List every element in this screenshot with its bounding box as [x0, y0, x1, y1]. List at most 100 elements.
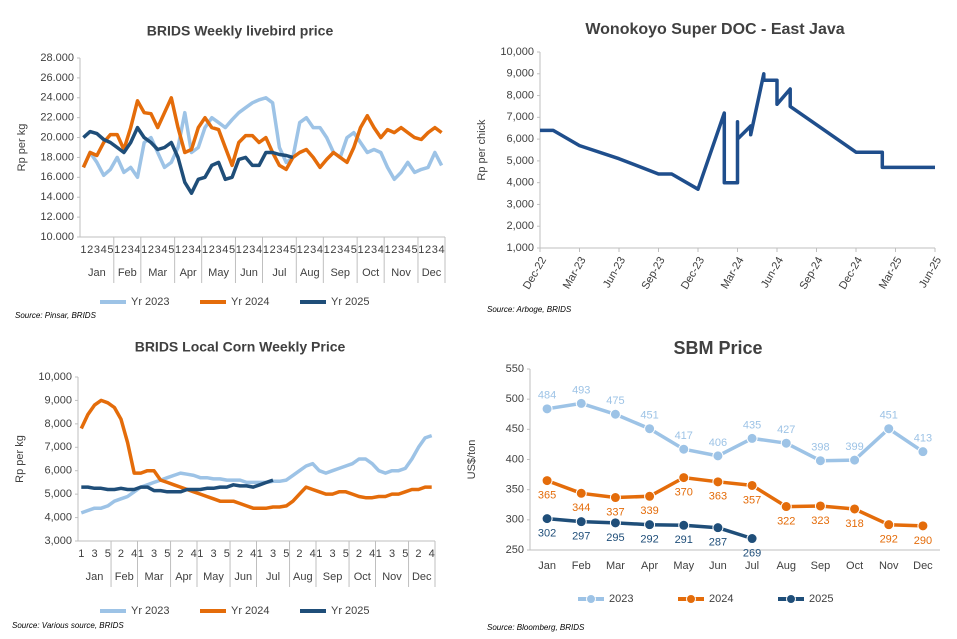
data-label: 322 [777, 515, 795, 527]
y-tick-label: 12.000 [40, 211, 74, 223]
data-label: 290 [914, 535, 932, 547]
marker [746, 479, 758, 491]
x-tick-label: 2 [330, 244, 336, 256]
x-tick-label: May [673, 560, 694, 572]
x-tick-label: 3 [188, 244, 194, 256]
x-tick-label: 1 [357, 244, 363, 256]
series-line [82, 125, 294, 195]
x-tick-label: Aug [776, 560, 796, 572]
x-tick-label: Jun-24 [759, 255, 786, 290]
x-tick-label: 2 [415, 548, 421, 560]
x-tick-label: 1 [324, 244, 330, 256]
y-tick-label: 550 [506, 363, 524, 375]
data-label: 370 [675, 487, 693, 499]
y-tick-label: 16.000 [40, 171, 74, 183]
y-tick-label: 8,000 [44, 418, 72, 430]
x-tick-label: Mar-24 [719, 255, 747, 291]
x-tick-label: 3 [398, 244, 404, 256]
x-tick-label: 4 [369, 548, 375, 560]
marker [575, 487, 587, 499]
x-group-label: Jun [240, 267, 258, 279]
legend-marker [786, 594, 796, 604]
y-tick-label: 6,000 [44, 465, 72, 477]
y-tick-label: 24.000 [40, 92, 74, 104]
marker [814, 500, 826, 512]
x-tick-label: 5 [402, 548, 408, 560]
legend-marker [686, 594, 696, 604]
x-tick-label: 2 [243, 244, 249, 256]
x-tick-label: 4 [429, 548, 435, 560]
x-group-label: Oct [362, 267, 379, 279]
legend-label: Yr 2024 [231, 605, 270, 617]
series-line [81, 96, 443, 172]
data-label: 344 [572, 502, 590, 514]
chart-title: Wonokoyo Super DOC - East Java [585, 21, 844, 38]
series-line [79, 398, 432, 510]
x-tick-label: Mar [606, 560, 625, 572]
x-tick-label: 1 [80, 244, 86, 256]
x-tick-label: Jan [538, 560, 556, 572]
data-label: 484 [538, 390, 556, 402]
x-group-label: Aug [300, 267, 320, 279]
x-group-label: Jan [88, 267, 106, 279]
source-note: Source: Bloomberg, BRIDS [487, 623, 585, 632]
x-tick-label: Nov [879, 560, 899, 572]
x-group-label: Mar [148, 267, 167, 279]
x-group-label: Feb [118, 267, 137, 279]
x-tick-label: 2 [364, 244, 370, 256]
marker [678, 443, 690, 455]
marker [712, 450, 724, 462]
x-tick-label: 3 [371, 244, 377, 256]
series-line [546, 475, 923, 528]
x-tick-label: 2 [118, 548, 124, 560]
x-tick-label: Jun-25 [917, 255, 944, 290]
x-tick-label: 5 [351, 244, 357, 256]
marker [609, 517, 621, 529]
marker [644, 490, 656, 502]
x-group-label: Dec [422, 267, 442, 279]
y-tick-label: 10.000 [40, 231, 74, 243]
x-tick-label: 3 [94, 244, 100, 256]
x-tick-label: 3 [151, 548, 157, 560]
x-group-label: Dec [412, 571, 432, 583]
data-label: 302 [538, 528, 556, 540]
x-tick-label: 2 [237, 548, 243, 560]
marker [678, 472, 690, 484]
source-note: Source: Arboge, BRIDS [487, 305, 572, 314]
data-label: 269 [743, 547, 761, 559]
x-tick-label: 1 [257, 548, 263, 560]
x-tick-label: Dec-22 [521, 255, 549, 292]
x-tick-label: 3 [270, 548, 276, 560]
x-tick-label: 5 [107, 244, 113, 256]
x-tick-label: 3 [337, 244, 343, 256]
x-tick-label: Dec [913, 560, 933, 572]
x-group-label: Sep [323, 571, 343, 583]
x-tick-label: 1 [376, 548, 382, 560]
x-tick-label: 4 [317, 244, 323, 256]
y-tick-label: 7,000 [506, 111, 534, 123]
x-tick-label: 2 [296, 548, 302, 560]
x-tick-label: Mar-25 [877, 255, 905, 291]
series-line [546, 401, 924, 463]
data-label: 427 [777, 424, 795, 436]
x-group-label: Feb [115, 571, 134, 583]
x-group-label: May [203, 571, 224, 583]
marker [575, 516, 587, 528]
x-tick-label: 1 [384, 244, 390, 256]
chart-title: SBM Price [673, 338, 762, 358]
x-tick-label: 2 [356, 548, 362, 560]
x-group-label: Apr [175, 571, 192, 583]
x-tick-label: 3 [389, 548, 395, 560]
x-tick-label: 2 [148, 244, 154, 256]
x-tick-label: 3 [329, 548, 335, 560]
x-tick-label: 4 [256, 244, 262, 256]
y-axis-label: US$/ton [466, 440, 478, 480]
x-tick-label: Sep [811, 560, 831, 572]
y-tick-label: 5,000 [506, 155, 534, 167]
y-tick-label: 400 [506, 453, 524, 465]
x-tick-label: 1 [114, 244, 120, 256]
y-tick-label: 28.000 [40, 52, 74, 64]
x-tick-label: Jul [745, 560, 759, 572]
x-tick-label: 2 [121, 244, 127, 256]
series-line [540, 72, 935, 191]
